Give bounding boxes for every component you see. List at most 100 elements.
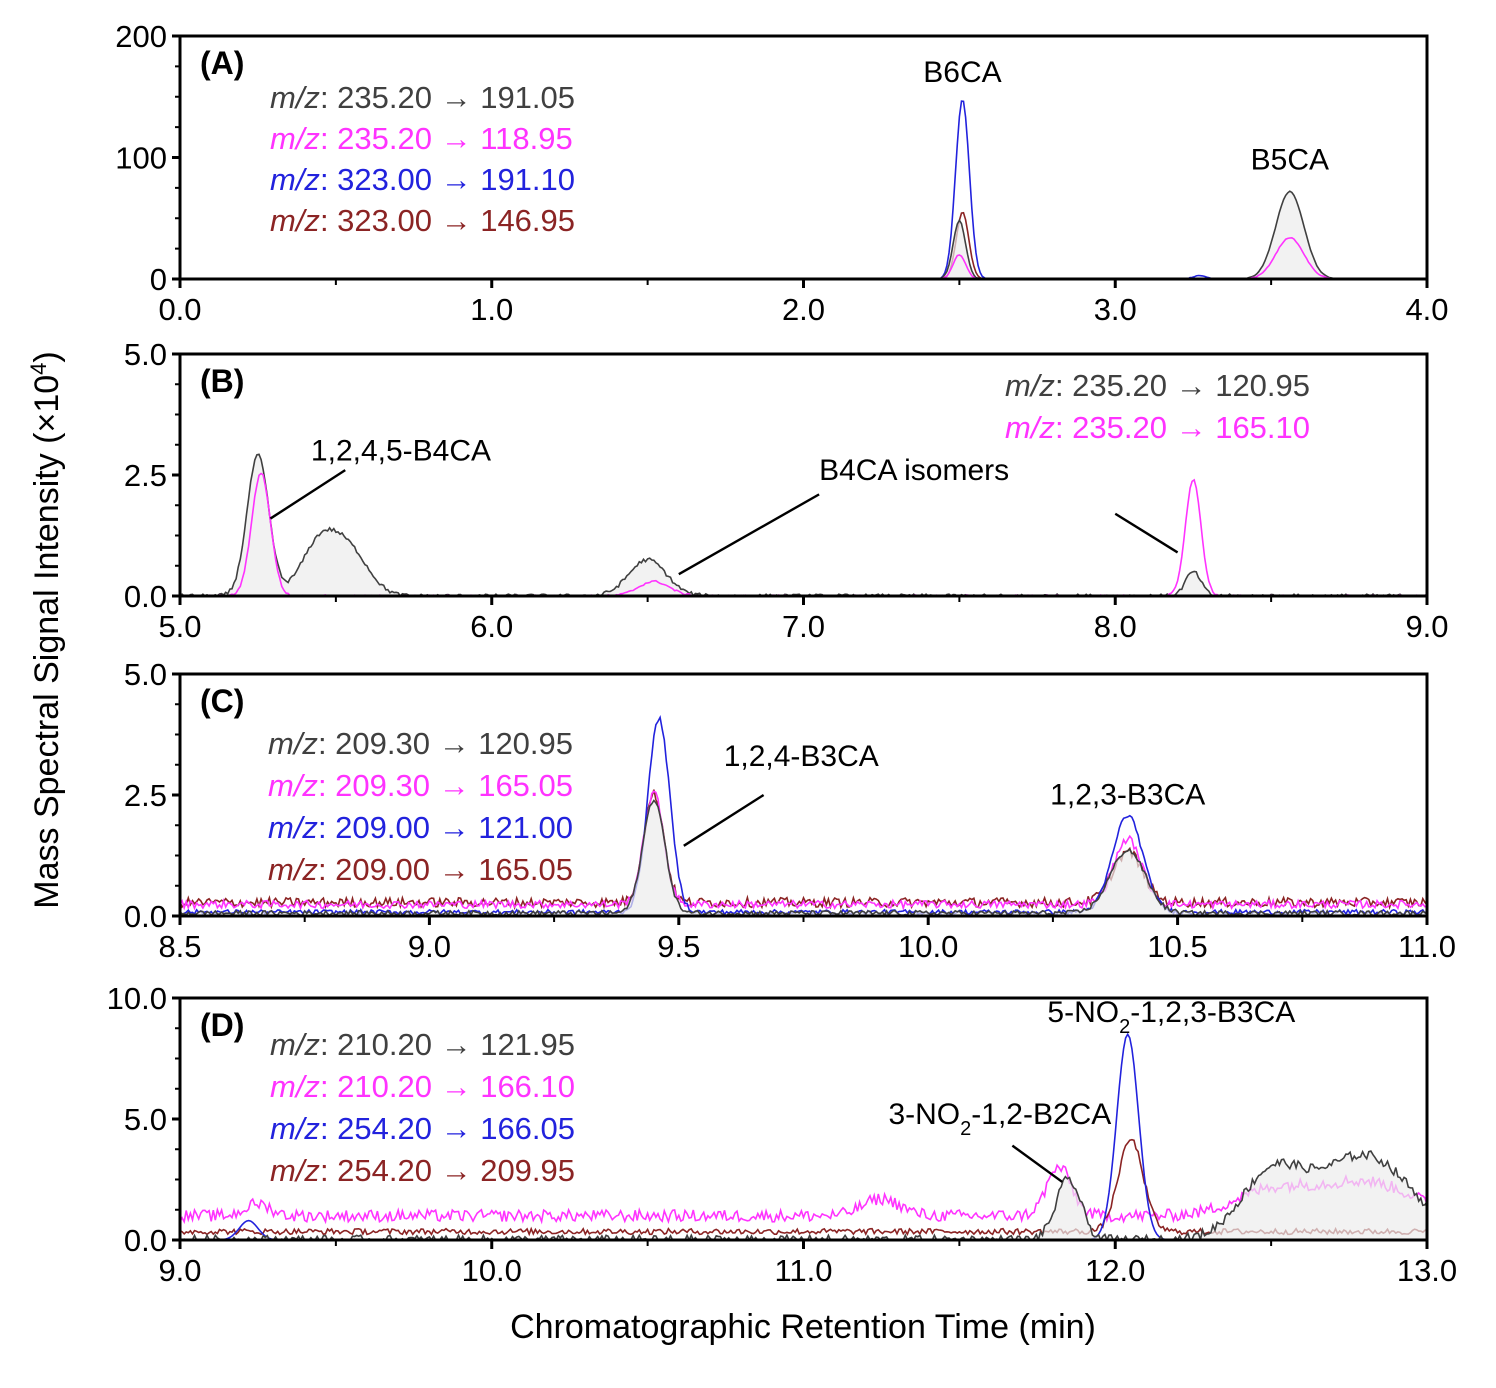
- y-tick-label: 0: [150, 262, 167, 297]
- x-tick-label: 4.0: [1405, 292, 1448, 327]
- panel-d: 9.0 10.0 11.0 12.0 13.00.05.010.0(D)m/z: 210…: [107, 981, 1458, 1288]
- legend-transition: : 323.00 → 146.95: [320, 203, 575, 238]
- x-tick-label: 8.5: [158, 929, 201, 964]
- legend-mz: m/z: [268, 768, 318, 803]
- x-tick-label: 13.0: [1397, 1253, 1457, 1288]
- legend-mz: m/z: [270, 162, 320, 197]
- legend-mz: m/z: [270, 80, 320, 115]
- annotation-leader-line: [1114, 512, 1179, 554]
- legend-transition: : 254.20 → 166.05: [320, 1111, 575, 1146]
- legend-entry: m/z: 209.00 → 165.05: [268, 852, 573, 887]
- plot-area: [180, 714, 1427, 916]
- y-tick-label: 0.0: [124, 1223, 167, 1258]
- y-axis-title-text: Mass Spectral Signal Intensity (×10: [28, 375, 66, 909]
- legend-transition: : 235.20 → 120.95: [1055, 368, 1310, 403]
- annotation-label: B5CA: [1251, 144, 1329, 177]
- legend-transition: : 254.20 → 209.95: [320, 1153, 575, 1188]
- legend-mz: m/z: [268, 810, 318, 845]
- y-tick-label: 5.0: [124, 337, 167, 372]
- annotation: 1,2,3-B3CA: [1050, 779, 1205, 812]
- x-tick-label: 11.0: [1398, 929, 1456, 964]
- x-tick-label: 3.0: [1094, 292, 1137, 327]
- legend-entry: m/z: 235.20 → 191.05: [270, 80, 575, 115]
- legend-transition: : 209.30 → 165.05: [318, 768, 573, 803]
- legend-entry: m/z: 254.20 → 166.05: [270, 1111, 575, 1146]
- series-fill-black: [180, 800, 1427, 916]
- annotation: 1,2,4,5-B4CA: [269, 434, 491, 520]
- panel-label: (D): [200, 1007, 244, 1043]
- legend-transition: : 209.00 → 165.05: [318, 852, 573, 887]
- x-tick-label: 10.0: [462, 1253, 522, 1288]
- x-tick-label: 7.0: [782, 609, 825, 644]
- legend-mz: m/z: [1005, 368, 1055, 403]
- x-tick-label: 11.0: [774, 1253, 832, 1288]
- annotation: B5CA: [1251, 144, 1329, 177]
- legend-entry: m/z: 210.20 → 166.10: [270, 1069, 575, 1104]
- x-tick-label: 10.0: [898, 929, 958, 964]
- annotation-label: 5-NO2-1,2,3-B3CA: [1047, 996, 1295, 1038]
- legend-mz: m/z: [270, 1027, 320, 1062]
- series-line-brown: [180, 789, 1427, 911]
- y-tick-label: 2.5: [124, 458, 167, 493]
- legend-mz: m/z: [268, 852, 318, 887]
- x-tick-label: 9.0: [408, 929, 451, 964]
- legend-transition: : 210.20 → 166.10: [320, 1069, 575, 1104]
- x-tick-label: 5.0: [158, 609, 201, 644]
- series-fill-black: [180, 454, 1427, 596]
- legend-entry: m/z: 254.20 → 209.95: [270, 1153, 575, 1188]
- legend-transition: : 235.20 → 118.95: [320, 121, 573, 156]
- legend-entry: m/z: 323.00 → 191.10: [270, 162, 575, 197]
- x-axis-title: Chromatographic Retention Time (min): [510, 1308, 1096, 1346]
- legend-entry: m/z: 235.20 → 165.10: [1005, 410, 1310, 445]
- panel-label: (B): [200, 363, 244, 399]
- y-tick-label: 5.0: [124, 657, 167, 692]
- legend-mz: m/z: [270, 1069, 320, 1104]
- series-fill-black: [180, 191, 1427, 279]
- x-tick-label: 12.0: [1085, 1253, 1145, 1288]
- annotation-label: 1,2,3-B3CA: [1050, 779, 1205, 812]
- y-axis-title-superscript: 4: [26, 363, 51, 375]
- legend-entry: m/z: 235.20 → 120.95: [1005, 368, 1310, 403]
- panel-label: (C): [200, 683, 244, 719]
- legend-mz: m/z: [270, 121, 320, 156]
- series-line-magenta: [180, 790, 1427, 911]
- y-axis-title-end: ): [28, 351, 66, 362]
- panel-c: 8.5 9.0 9.5 10.0 10.5 11.00.02.55.0(C)m/z: 20…: [124, 657, 1456, 964]
- legend-entry: m/z: 210.20 → 121.95: [270, 1027, 575, 1062]
- legend-transition: : 210.20 → 121.95: [320, 1027, 575, 1062]
- series-line-black: [180, 453, 1427, 596]
- x-tick-label: 9.0: [1405, 609, 1448, 644]
- legend-transition: : 235.20 → 165.10: [1055, 410, 1310, 445]
- legend-entry: m/z: 209.30 → 120.95: [268, 726, 573, 761]
- y-tick-label: 0.0: [124, 899, 167, 934]
- annotation: 3-NO2-1,2-B2CA: [888, 1098, 1111, 1183]
- annotation-text-rest: -1,2,3-B3CA: [1130, 996, 1295, 1029]
- annotation-label: 1,2,4,5-B4CA: [311, 434, 491, 467]
- legend-transition: : 323.00 → 191.10: [320, 162, 575, 197]
- legend: m/z: 209.30 → 120.95m/z: 209.30 → 165.05…: [268, 726, 573, 887]
- annotation-label: 3-NO2-1,2-B2CA: [888, 1098, 1111, 1140]
- y-tick-label: 0.0: [124, 579, 167, 614]
- legend-entry: m/z: 209.30 → 165.05: [268, 768, 573, 803]
- annotation-text: 5-NO: [1047, 996, 1119, 1029]
- x-tick-label: 8.0: [1094, 609, 1137, 644]
- panel-label: (A): [200, 45, 244, 81]
- legend-mz: m/z: [268, 726, 318, 761]
- y-tick-label: 200: [115, 19, 167, 54]
- series-line-magenta: [180, 1163, 1427, 1225]
- annotation-subscript: 2: [960, 1118, 971, 1140]
- legend-transition: : 209.30 → 120.95: [318, 726, 573, 761]
- annotation-text-rest: -1,2-B2CA: [971, 1098, 1111, 1131]
- annotation-subscript: 2: [1119, 1016, 1130, 1038]
- annotation: B6CA: [923, 56, 1001, 89]
- annotation: 1,2,4-B3CA: [683, 740, 879, 847]
- annotation: B4CA isomers: [678, 454, 1179, 576]
- legend: m/z: 235.20 → 120.95m/z: 235.20 → 165.10: [1005, 368, 1310, 445]
- legend: m/z: 235.20 → 191.05m/z: 235.20 → 118.95…: [270, 80, 575, 238]
- legend-entry: m/z: 209.00 → 121.00: [268, 810, 573, 845]
- series-fill-black: [180, 1151, 1427, 1240]
- legend-mz: m/z: [1005, 410, 1055, 445]
- x-tick-label: 0.0: [158, 292, 201, 327]
